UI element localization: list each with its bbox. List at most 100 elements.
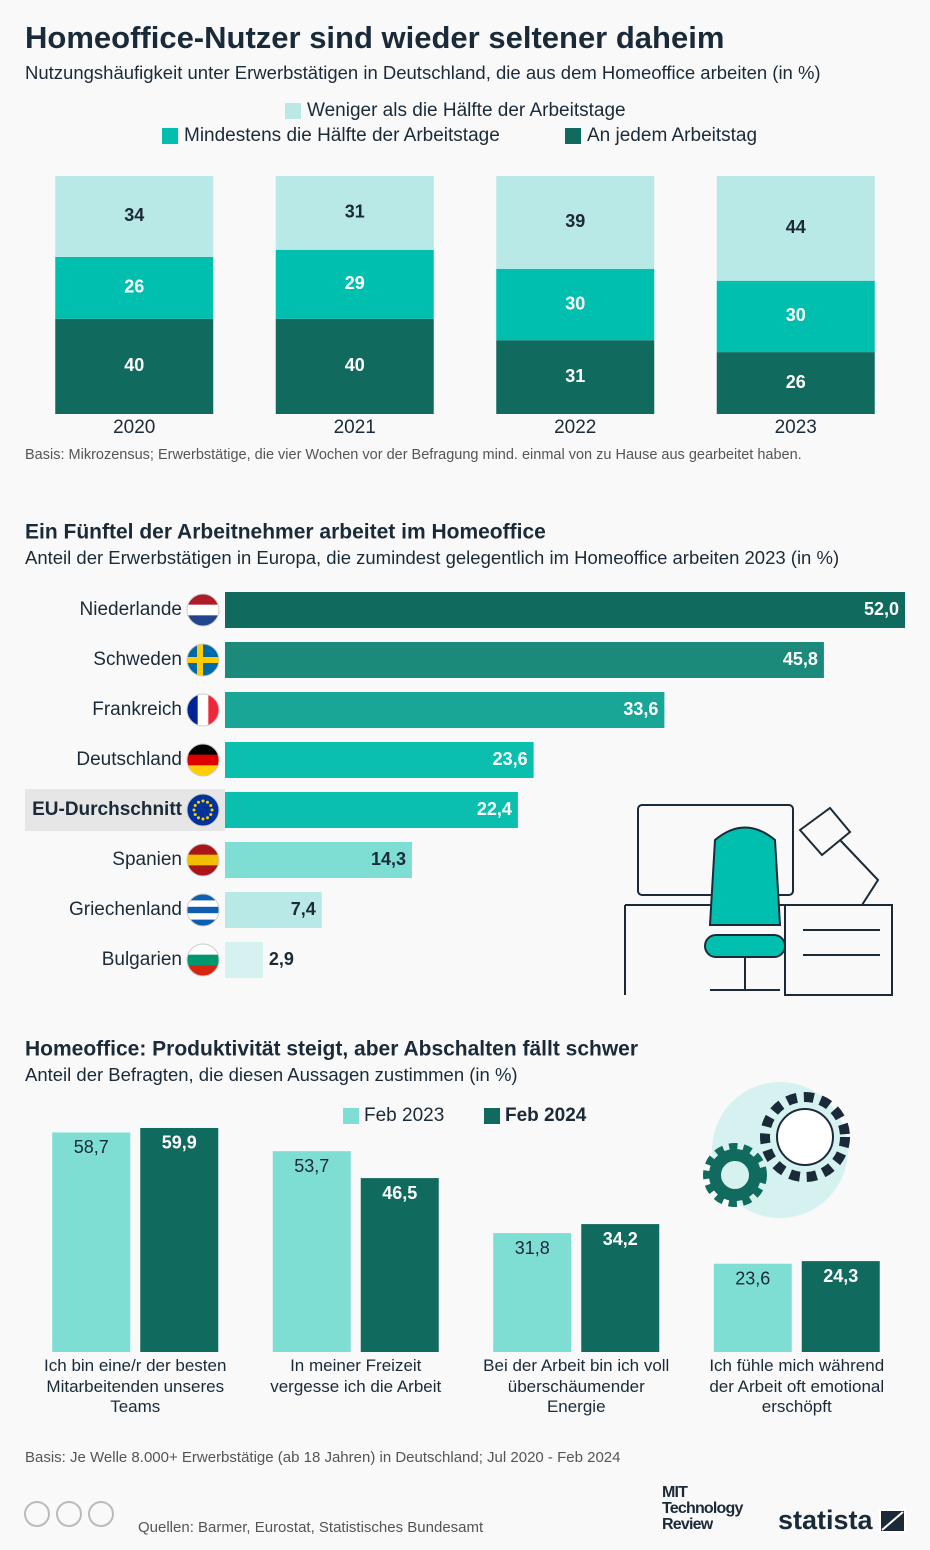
value-label: 53,7: [294, 1156, 329, 1176]
x-tick-label: 2022: [554, 417, 596, 438]
x-tick-label: Ich bin eine/r der besten Mitarbeitenden…: [44, 1356, 227, 1416]
illustration: [624, 804, 893, 996]
value-label: 40: [124, 355, 144, 375]
value-label: 30: [565, 293, 585, 313]
chart-subtitle: Anteil der Befragten, die diesen Aussage…: [25, 1064, 518, 1085]
value-label: 14,3: [371, 849, 406, 869]
note: Basis: Je Welle 8.000+ Erwerbstätige (ab…: [25, 1449, 620, 1466]
chart-subtitle: Anteil der Erwerbstätigen in Europa, die…: [25, 547, 839, 568]
bar: [360, 1178, 439, 1352]
x-tick-label-box: Bei der Arbeit bin ich voll überschäumen…: [483, 1356, 670, 1416]
flag-star: [193, 813, 197, 816]
value-label: 59,9: [162, 1133, 197, 1153]
logo-statista: statista: [778, 1505, 874, 1535]
flag-star: [206, 816, 209, 820]
flag-cross: [197, 644, 203, 676]
source: Quellen: Barmer, Eurostat, Statistisches…: [138, 1519, 484, 1536]
value-label: 45,8: [783, 649, 818, 669]
flag-stripe: [187, 694, 199, 726]
flag-border: [186, 743, 220, 777]
bar: [225, 692, 665, 728]
bar-segment: [716, 176, 875, 281]
value-label: 31: [345, 202, 365, 222]
flag-border: [186, 593, 220, 627]
value-label: 31,8: [515, 1238, 550, 1258]
flag-stripe: [187, 844, 219, 856]
value-label: 22,4: [477, 799, 512, 819]
bar: [225, 642, 824, 678]
x-tick-label: 2020: [113, 417, 155, 438]
bar-segment: [716, 280, 875, 353]
legend-label: An jedem Arbeitstag: [587, 125, 757, 146]
flag: [187, 944, 219, 976]
legend-label: Weniger als die Hälfte der Arbeitstage: [307, 100, 626, 121]
flag-stripe: [187, 965, 219, 976]
legend-label: Feb 2023: [364, 1105, 444, 1126]
value-label: 24,3: [823, 1266, 858, 1286]
value-label: 39: [565, 211, 585, 231]
value-label: 30: [786, 305, 806, 325]
bar-segment: [55, 256, 214, 319]
bar: [581, 1224, 660, 1352]
category-label: EU-Durchschnitt: [32, 799, 183, 820]
illustration: [709, 1149, 761, 1201]
value-label: 34: [124, 205, 144, 225]
flag-border: [186, 943, 220, 977]
category-label: Frankreich: [92, 699, 182, 720]
value-label: 26: [124, 277, 144, 297]
bar: [225, 792, 518, 828]
flag: [187, 644, 219, 676]
bar: [225, 842, 412, 878]
bar: [272, 1151, 351, 1352]
category-label: Griechenland: [69, 899, 182, 920]
flag-stripe: [187, 906, 219, 914]
flag-star: [209, 804, 213, 807]
legend-swatch: [162, 128, 178, 144]
bar: [225, 742, 534, 778]
bar-segment: [496, 268, 655, 341]
x-tick-label: 2021: [334, 417, 376, 438]
x-tick-label: 2023: [775, 417, 817, 438]
bar: [140, 1127, 219, 1352]
flag-stripe: [187, 854, 219, 866]
x-tick-label: In meiner Freizeit vergesse ich die Arbe…: [270, 1356, 442, 1396]
bar-segment: [275, 318, 434, 414]
legend-swatch: [343, 1108, 359, 1124]
value-label: 31: [565, 366, 585, 386]
bar-segment: [496, 176, 655, 269]
x-tick-label-box: In meiner Freizeit vergesse ich die Arbe…: [270, 1356, 442, 1396]
value-label: 58,7: [74, 1137, 109, 1157]
illustration: [704, 934, 786, 958]
flag-star: [201, 817, 205, 821]
value-label: 33,6: [623, 699, 658, 719]
category-label: Bulgarien: [102, 949, 182, 970]
flag-star: [209, 813, 213, 816]
illustration: [776, 1108, 834, 1166]
flag-stripe: [187, 913, 219, 921]
value-label: 44: [786, 217, 806, 237]
bar: [493, 1233, 572, 1352]
note: Basis: Mikrozensus; Erwerbstätige, die v…: [25, 447, 802, 463]
logo-mit-text: MIT Technology Review: [662, 1485, 743, 1533]
flag-star: [210, 808, 214, 812]
category-label: Deutschland: [76, 749, 182, 770]
flag-stripe: [187, 865, 219, 876]
illustration: [760, 1092, 850, 1182]
flag-border: [186, 693, 220, 727]
x-tick-label: Bei der Arbeit bin ich voll überschäumen…: [483, 1356, 670, 1416]
chart-title: Ein Fünftel der Arbeitnehmer arbeitet im…: [25, 521, 546, 544]
flag-star: [206, 800, 209, 804]
flag-stripe: [187, 754, 219, 766]
legend-swatch: [285, 103, 301, 119]
x-tick-label-box: Ich fühle mich während der Arbeit oft em…: [709, 1356, 885, 1416]
legend-swatch: [565, 128, 581, 144]
flag-stripe: [187, 765, 219, 776]
flag-stripe: [187, 919, 219, 926]
bar-segment: [275, 249, 434, 319]
x-tick-label: Ich fühle mich während der Arbeit oft em…: [709, 1356, 885, 1416]
bar-segment: [275, 176, 434, 250]
flag-stripe: [208, 694, 219, 726]
flag-star: [201, 799, 205, 803]
logo-mit: MIT Technology Review: [662, 1485, 743, 1533]
